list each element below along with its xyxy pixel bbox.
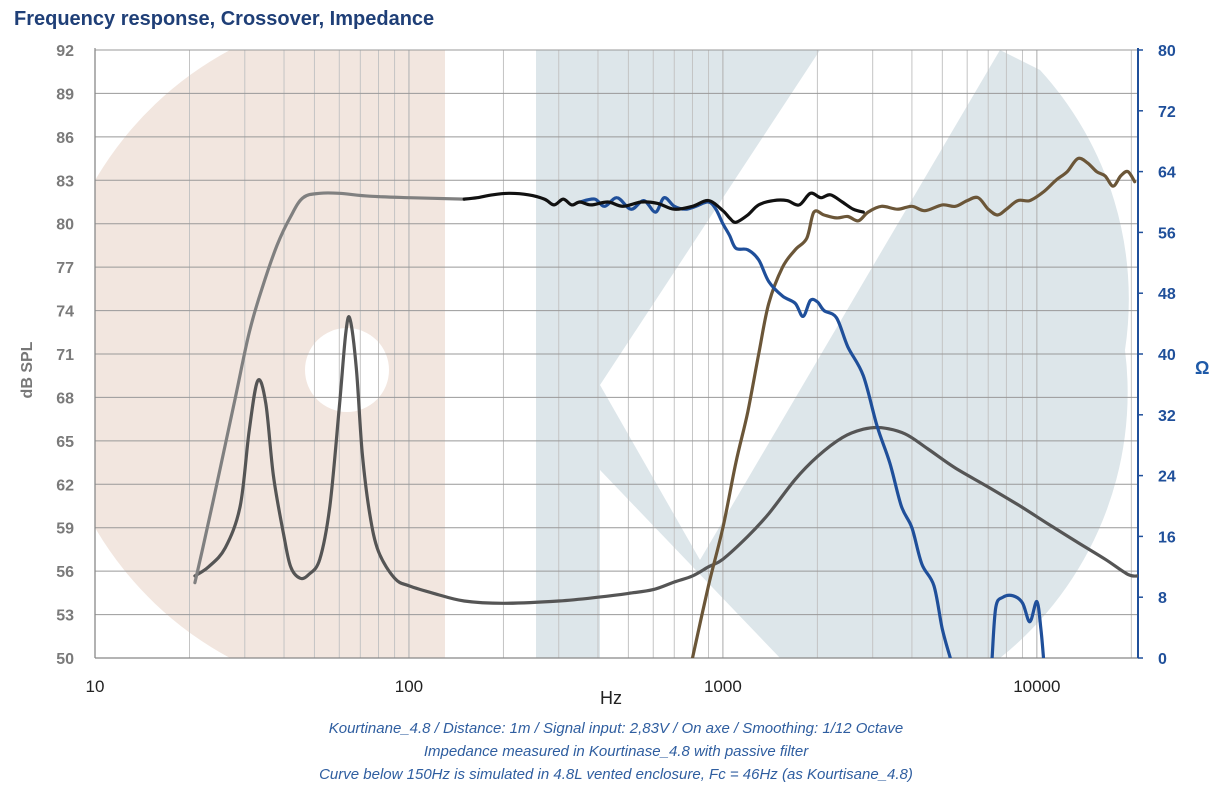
watermark-k-gap-upper [600, 50, 1000, 560]
series-line-tweeter [690, 156, 1137, 658]
y-left-tick-label: 68 [56, 390, 74, 407]
x-tick-label: 10000 [1013, 677, 1060, 696]
series-line-woofer-filtered [578, 196, 952, 658]
y-left-tick-label: 71 [56, 347, 74, 364]
y-axis-right-label: Ω [1195, 358, 1210, 378]
y-right-tick-label: 8 [1158, 590, 1167, 607]
chart-title: Frequency response, Crossover, Impedance [14, 8, 435, 30]
x-tick-label: 1000 [704, 677, 742, 696]
series-line-impedance [193, 315, 1138, 605]
series-line-simulated [193, 191, 466, 585]
y-left-tick-label: 86 [56, 130, 74, 147]
y-right-tick-label: 72 [1158, 104, 1176, 121]
y-right-tick-label: 64 [1158, 165, 1176, 182]
y-left-tick-label: 89 [56, 86, 74, 103]
y-right-tick-label: 40 [1158, 347, 1176, 364]
y-left-tick-label: 80 [56, 217, 74, 234]
y-left-tick-label: 53 [56, 608, 74, 625]
y-right-tick-label: 0 [1158, 651, 1167, 668]
y-axis-left-label: dB SPL [19, 341, 36, 399]
y-left-tick-label: 74 [56, 304, 74, 321]
y-left-tick-label: 65 [56, 434, 74, 451]
y-left-tick-label: 56 [56, 564, 74, 581]
series-line-woofer-filtered-tail [990, 593, 1046, 658]
y-right-tick-label: 80 [1158, 43, 1176, 60]
y-right-tick-label: 56 [1158, 225, 1176, 242]
x-tick-label: 10 [86, 677, 105, 696]
footnote-simulation: Curve below 150Hz is simulated in 4.8L v… [319, 766, 913, 783]
series-lines [193, 156, 1138, 658]
x-tick-label: 100 [395, 677, 423, 696]
axes: 9289868380777471686562595653508072645648… [56, 43, 1176, 696]
y-left-tick-label: 92 [56, 43, 74, 60]
y-left-tick-label: 50 [56, 651, 74, 668]
footnote-measurement: Kourtinane_4.8 / Distance: 1m / Signal i… [328, 720, 904, 737]
grid [94, 49, 1138, 659]
x-axis-label: Hz [600, 688, 622, 708]
y-left-tick-label: 77 [56, 260, 74, 277]
y-right-tick-label: 24 [1158, 469, 1176, 486]
y-right-tick-label: 48 [1158, 286, 1176, 303]
footnote-impedance: Impedance measured in Kourtinase_4.8 wit… [423, 743, 809, 760]
series-line-full-system [462, 191, 865, 224]
watermark-left-hole [305, 328, 389, 412]
y-left-tick-label: 59 [56, 521, 74, 538]
y-right-tick-label: 32 [1158, 408, 1176, 425]
watermark-k-lower [536, 460, 600, 658]
y-left-tick-label: 83 [56, 173, 74, 190]
y-right-tick-label: 16 [1158, 529, 1176, 546]
y-left-tick-label: 62 [56, 477, 74, 494]
